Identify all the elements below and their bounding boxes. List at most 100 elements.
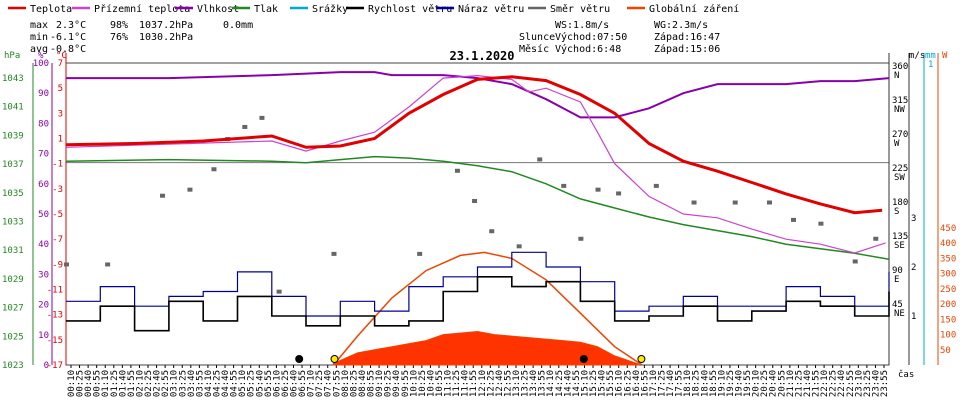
x-tick-label: 20:55 <box>777 370 787 397</box>
x-tick-label: 11:10 <box>444 370 454 397</box>
x-tick-label: 10:40 <box>426 370 436 397</box>
stat-min-hum: 76% <box>110 32 128 43</box>
wind-dir-mark <box>732 200 738 205</box>
x-tick-label: 00:55 <box>93 370 103 397</box>
axis-w-label: W <box>942 51 948 61</box>
degc-tick: -3 <box>52 185 63 195</box>
x-tick-label: 11:40 <box>461 370 471 397</box>
x-tick-label: 05:10 <box>238 370 248 397</box>
x-tick-label: 22:25 <box>829 370 839 397</box>
ms-tick: 3 <box>911 214 916 224</box>
x-tick-label: 00:40 <box>84 370 94 397</box>
ground-temp-line <box>65 74 886 254</box>
x-tick-label: 15:55 <box>606 370 616 397</box>
ms-tick: 2 <box>911 263 916 273</box>
legend-label: Přízemní teplota <box>94 3 190 15</box>
wind-dir-mark <box>472 199 478 203</box>
x-tick-label: 15:10 <box>580 370 590 397</box>
pct-tick: 30 <box>38 270 49 280</box>
hpa-tick: 1029 <box>2 275 24 285</box>
degc-tick: -7 <box>52 235 63 245</box>
w-tick: 150 <box>940 315 956 325</box>
stat-label: max <box>30 20 48 31</box>
x-tick-label: 18:55 <box>709 370 719 397</box>
w-tick: 100 <box>940 331 956 341</box>
wind-speed-line <box>66 276 890 332</box>
legend-label: Srážky <box>312 3 348 15</box>
x-tick-label: 16:40 <box>632 370 642 397</box>
legend-label: Rychlost větru <box>368 3 452 15</box>
degc-tick: 5 <box>58 84 63 94</box>
x-tick-label: 07:10 <box>307 370 317 397</box>
x-tick-label: 21:25 <box>794 370 804 397</box>
x-tick-label: 12:40 <box>495 370 505 397</box>
wind-dir-mark <box>489 229 495 234</box>
stat-label: avg <box>30 44 48 55</box>
wind-dir-mark <box>276 289 282 294</box>
x-tick-label: 08:10 <box>341 370 351 397</box>
x-tick-label: 19:10 <box>717 370 727 397</box>
pct-tick: 0 <box>44 361 49 371</box>
dir-tick: 90 <box>892 266 903 276</box>
degc-tick: -11 <box>47 286 63 296</box>
dir-tick: 270 <box>892 130 908 140</box>
x-tick-label: 13:25 <box>521 370 531 397</box>
info-moon: Měsíc <box>519 43 549 55</box>
x-tick-label: 06:10 <box>272 370 282 397</box>
wind-dir-mark <box>259 115 265 120</box>
legend-label: Teplota <box>30 4 72 15</box>
dir-letter: E <box>894 275 899 285</box>
x-tick-label: 06:55 <box>298 370 308 397</box>
pct-tick: 70 <box>38 150 49 160</box>
dir-letter: S <box>894 207 899 217</box>
x-tick-label: 04:10 <box>204 370 214 397</box>
ms-tick: 1 <box>911 312 916 322</box>
hpa-tick: 1043 <box>2 74 24 84</box>
w-tick: 200 <box>940 300 956 310</box>
x-tick-label: 01:10 <box>101 370 111 397</box>
x-tick-label: 04:55 <box>230 370 240 397</box>
solar-area <box>332 330 640 366</box>
wind-dir-mark <box>766 200 772 205</box>
x-tick-label: 03:10 <box>170 370 180 397</box>
wind-dir-mark <box>852 259 858 264</box>
wind-dir-mark <box>211 167 217 172</box>
wind-dir-mark <box>790 217 796 222</box>
x-tick-label: 23:25 <box>863 370 873 397</box>
x-tick-label: 23:55 <box>880 370 890 397</box>
dir-tick: 180 <box>892 198 908 208</box>
wind-dir-mark <box>616 191 622 196</box>
wind-dir-mark <box>160 193 166 198</box>
x-tick-label: 15:40 <box>598 370 608 397</box>
hpa-tick: 1031 <box>2 246 24 256</box>
wind-dir-mark <box>187 187 193 192</box>
pct-tick: 50 <box>38 210 49 220</box>
x-tick-label: 12:55 <box>503 370 513 397</box>
wind-dir-mark <box>873 236 879 241</box>
humidity-line <box>66 71 890 119</box>
plot-frame <box>65 62 890 366</box>
chart-legend: Teplota Přízemní teplota Vlhkost Tlak Srážky… <box>8 3 739 15</box>
wind-dir-mark <box>417 251 423 256</box>
x-tick-label: 14:25 <box>555 370 565 397</box>
info-sun-rise: Východ:07:50 <box>555 31 627 43</box>
x-tick-label: 22:10 <box>820 370 830 397</box>
x-tick-label: 13:55 <box>538 370 548 397</box>
temperature-line <box>65 75 883 215</box>
hpa-tick: 1023 <box>2 361 24 371</box>
x-tick-label: 05:40 <box>255 370 265 397</box>
w-tick: 300 <box>940 270 956 280</box>
legend-label: Směr větru <box>550 3 610 15</box>
x-tick-label: 16:10 <box>615 370 625 397</box>
x-tick-label: 09:25 <box>384 370 394 397</box>
dir-letter: NE <box>894 309 905 319</box>
dir-letter: SW <box>894 173 905 183</box>
wind-dir-mark <box>454 168 460 173</box>
degc-tick: 7 <box>58 59 63 69</box>
wind-gust-line <box>66 251 890 317</box>
stat-max-press: 1037.2hPa <box>139 20 193 31</box>
x-tick-label: 01:25 <box>110 370 120 397</box>
pct-tick: 60 <box>38 180 49 190</box>
dir-tick: 45 <box>892 300 903 310</box>
x-tick-label: 10:10 <box>409 370 419 397</box>
